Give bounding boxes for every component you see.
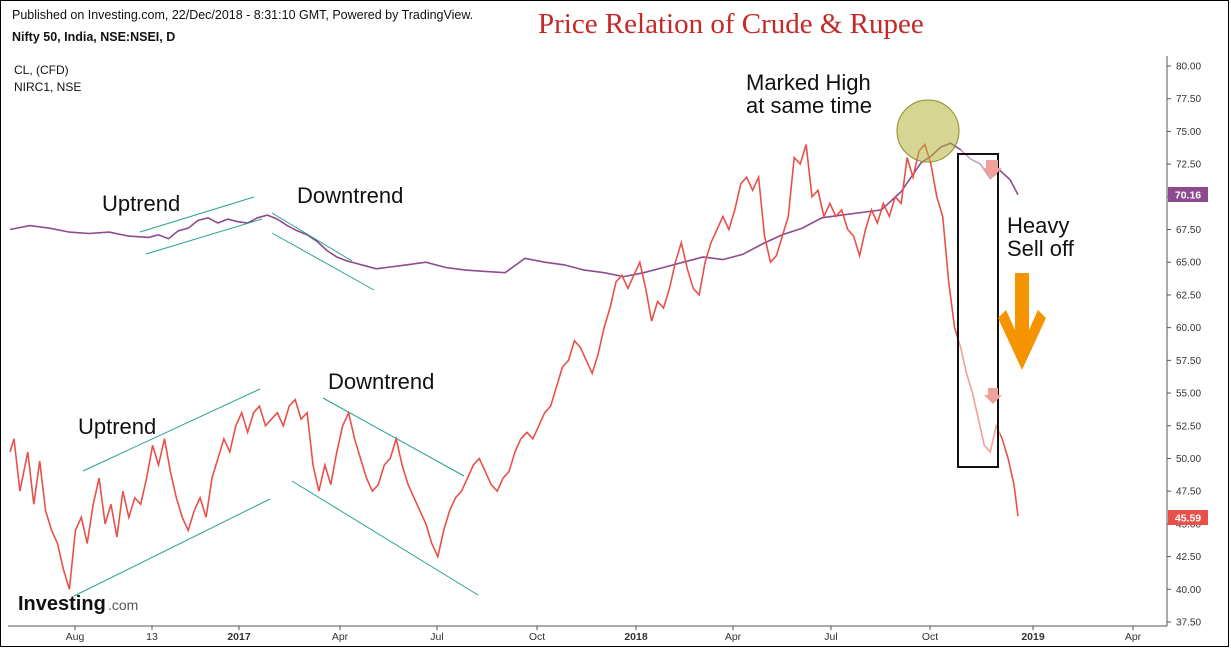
- y-tick-label: 37.50: [1176, 618, 1201, 629]
- selloff-arrow-icon: [998, 273, 1046, 370]
- x-tick-label: Jul: [430, 631, 443, 643]
- x-tick-label: 2019: [1021, 631, 1045, 643]
- y-tick-label: 55.00: [1176, 389, 1201, 400]
- y-tick-label: 72.50: [1176, 160, 1201, 171]
- annot-downtrend-bottom: Downtrend: [328, 369, 434, 394]
- x-tick-label: Apr: [332, 631, 349, 643]
- annot-uptrend-bottom: Uptrend: [78, 414, 156, 439]
- y-tick-label: 42.50: [1176, 552, 1201, 563]
- last-value-rupee: 70.16: [1168, 187, 1208, 202]
- published-note: Published on Investing.com, 22/Dec/2018 …: [12, 8, 474, 22]
- last-value-crude: 45.59: [1168, 510, 1208, 525]
- chart-title: Price Relation of Crude & Rupee: [538, 8, 924, 40]
- y-tick-label: 80.00: [1176, 62, 1201, 73]
- annot-sell-off-1: Heavy: [1007, 213, 1069, 238]
- x-tick-label: 2018: [624, 631, 648, 643]
- logo-suffix: .com: [108, 597, 138, 613]
- down-marker-icon: [984, 388, 1002, 404]
- last-value-rupee-bg: [1168, 187, 1208, 202]
- selloff-box: [957, 153, 999, 468]
- investing-logo: Investing .com: [18, 593, 138, 615]
- y-tick-label: 65.00: [1176, 258, 1201, 269]
- legend-crude: CL, (CFD): [14, 63, 69, 77]
- y-tick-label: 50.00: [1176, 454, 1201, 465]
- legend-rupee: NIRC1, NSE: [14, 80, 81, 94]
- x-tick-label: Jul: [824, 631, 837, 643]
- y-tick-label: 47.50: [1176, 487, 1201, 498]
- time-axis: Aug 13 2017 Apr Jul Oct 2018 Apr Jul Oct 2019 Apr: [66, 626, 1142, 643]
- annot-marked-high-2: at same time: [746, 93, 872, 118]
- y-tick-label: 60.00: [1176, 323, 1201, 334]
- selloff-fade: [958, 150, 1000, 460]
- y-tick-label: 67.50: [1176, 225, 1201, 236]
- series-line-crude: [9, 142, 1019, 590]
- price-axis: 80.0077.5075.0072.5070.0067.5065.0062.50…: [1167, 62, 1201, 629]
- high-highlight-circle: [896, 99, 960, 163]
- last-value-crude-label: 45.59: [1175, 513, 1201, 525]
- x-tick-label: Apr: [725, 631, 742, 643]
- annot-downtrend-top: Downtrend: [297, 183, 403, 208]
- y-tick-label: 52.50: [1176, 421, 1201, 432]
- x-tick-label: Aug: [66, 631, 85, 643]
- trendline-upper-uptrend-top: [139, 196, 255, 233]
- annot-sell-off-2: Sell off: [1007, 236, 1075, 261]
- x-tick-label: 2017: [227, 631, 251, 643]
- y-tick-label: 62.50: [1176, 290, 1201, 301]
- y-tick-label: 77.50: [1176, 94, 1201, 105]
- series-line-rupee: [9, 142, 1019, 278]
- trendline-upper-downtrend-top: [271, 212, 353, 262]
- annot-uptrend-top: Uptrend: [102, 191, 180, 216]
- symbol-label: Nifty 50, India, NSE:NSEI, D: [12, 30, 176, 44]
- trendline-lower-uptrend-bottom: [73, 498, 271, 597]
- x-tick-label: Apr: [1125, 631, 1142, 643]
- logo-main: Investing: [18, 593, 106, 615]
- trendline-lower-downtrend-bottom: [291, 480, 479, 596]
- y-tick-label: 75.00: [1176, 127, 1201, 138]
- annot-marked-high-1: Marked High: [746, 70, 871, 95]
- x-tick-label: 13: [146, 631, 158, 643]
- trendline-lower-uptrend-top: [145, 218, 263, 255]
- trendline-upper-downtrend-bottom: [322, 397, 465, 477]
- trendline-upper-uptrend-bottom: [82, 388, 261, 472]
- x-tick-label: Oct: [529, 631, 545, 643]
- y-tick-label: 40.00: [1176, 585, 1201, 596]
- trendline-lower-downtrend-top: [271, 232, 375, 291]
- y-tick-label: 57.50: [1176, 356, 1201, 367]
- last-value-crude-bg: [1168, 510, 1208, 525]
- trend-channels: [73, 196, 479, 597]
- down-marker-icon: [982, 160, 1002, 178]
- x-tick-label: Oct: [922, 631, 938, 643]
- last-value-rupee-label: 70.16: [1175, 190, 1201, 202]
